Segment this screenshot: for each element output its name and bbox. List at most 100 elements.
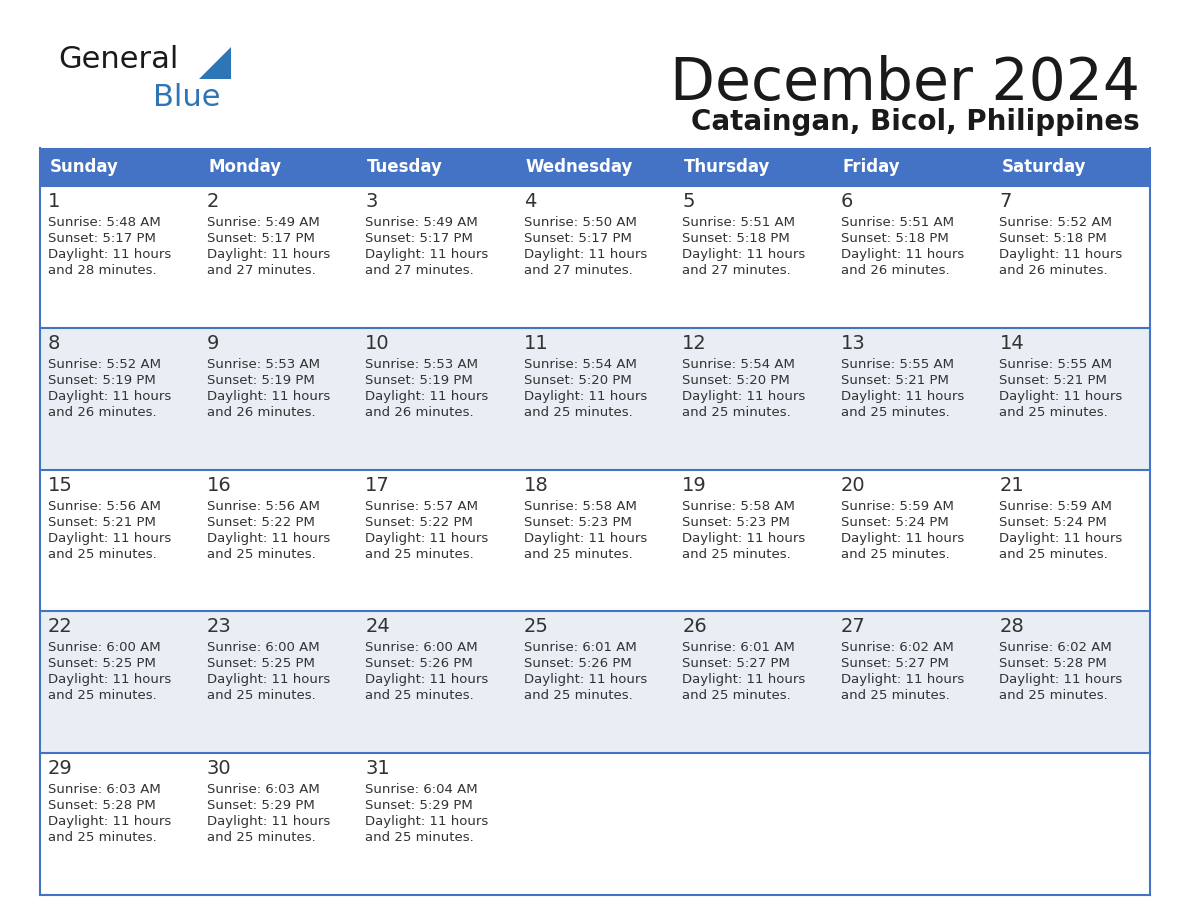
Text: 21: 21 [999, 476, 1024, 495]
Text: and 27 minutes.: and 27 minutes. [207, 264, 315, 277]
Text: Monday: Monday [209, 158, 282, 176]
Text: Sunset: 5:21 PM: Sunset: 5:21 PM [841, 374, 949, 386]
Bar [198, 611, 358, 753]
Bar [675, 186, 833, 328]
Bar [992, 470, 1150, 611]
Text: 25: 25 [524, 618, 549, 636]
Bar [833, 611, 992, 753]
Text: 19: 19 [682, 476, 707, 495]
Text: Daylight: 11 hours: Daylight: 11 hours [365, 532, 488, 544]
Text: Sunrise: 5:55 AM: Sunrise: 5:55 AM [841, 358, 954, 371]
Text: Sunrise: 5:54 AM: Sunrise: 5:54 AM [524, 358, 637, 371]
Text: Sunset: 5:21 PM: Sunset: 5:21 PM [999, 374, 1107, 386]
Text: Sunrise: 6:01 AM: Sunrise: 6:01 AM [682, 642, 795, 655]
Text: Daylight: 11 hours: Daylight: 11 hours [365, 674, 488, 687]
Bar [198, 753, 358, 895]
Text: 29: 29 [48, 759, 72, 778]
Text: Daylight: 11 hours: Daylight: 11 hours [999, 674, 1123, 687]
Text: Sunset: 5:20 PM: Sunset: 5:20 PM [524, 374, 632, 386]
Text: 18: 18 [524, 476, 549, 495]
Bar [516, 611, 675, 753]
Text: Sunrise: 5:56 AM: Sunrise: 5:56 AM [48, 499, 160, 512]
Bar [992, 753, 1150, 895]
Bar [833, 186, 992, 328]
Bar [40, 470, 198, 611]
Text: and 25 minutes.: and 25 minutes. [999, 548, 1108, 561]
Text: Sunset: 5:24 PM: Sunset: 5:24 PM [841, 516, 948, 529]
Text: Daylight: 11 hours: Daylight: 11 hours [999, 390, 1123, 403]
Text: 3: 3 [365, 192, 378, 211]
Text: 17: 17 [365, 476, 390, 495]
Text: Daylight: 11 hours: Daylight: 11 hours [524, 390, 647, 403]
Bar [40, 186, 198, 328]
Bar [992, 186, 1150, 328]
Text: Sunrise: 5:53 AM: Sunrise: 5:53 AM [207, 358, 320, 371]
Text: Sunset: 5:23 PM: Sunset: 5:23 PM [682, 516, 790, 529]
Text: Sunset: 5:18 PM: Sunset: 5:18 PM [841, 232, 948, 245]
Text: Sunrise: 5:50 AM: Sunrise: 5:50 AM [524, 216, 637, 229]
Text: Sunrise: 6:01 AM: Sunrise: 6:01 AM [524, 642, 637, 655]
Text: Sunrise: 5:54 AM: Sunrise: 5:54 AM [682, 358, 795, 371]
Text: Thursday: Thursday [684, 158, 771, 176]
Bar [833, 753, 992, 895]
Text: 8: 8 [48, 334, 61, 353]
Text: Sunset: 5:27 PM: Sunset: 5:27 PM [841, 657, 949, 670]
Text: Daylight: 11 hours: Daylight: 11 hours [682, 532, 805, 544]
Text: and 25 minutes.: and 25 minutes. [48, 689, 157, 702]
Bar [516, 328, 675, 470]
Text: and 25 minutes.: and 25 minutes. [841, 548, 949, 561]
Text: 10: 10 [365, 334, 390, 353]
Text: Daylight: 11 hours: Daylight: 11 hours [841, 532, 965, 544]
Text: Sunset: 5:26 PM: Sunset: 5:26 PM [365, 657, 473, 670]
Bar [516, 753, 675, 895]
Text: and 25 minutes.: and 25 minutes. [524, 548, 632, 561]
Text: Daylight: 11 hours: Daylight: 11 hours [682, 390, 805, 403]
Text: General: General [58, 45, 178, 74]
Text: Sunset: 5:17 PM: Sunset: 5:17 PM [207, 232, 315, 245]
Text: and 28 minutes.: and 28 minutes. [48, 264, 157, 277]
Text: Sunset: 5:19 PM: Sunset: 5:19 PM [48, 374, 156, 386]
Text: Sunrise: 6:00 AM: Sunrise: 6:00 AM [48, 642, 160, 655]
Text: and 27 minutes.: and 27 minutes. [682, 264, 791, 277]
Text: Sunset: 5:23 PM: Sunset: 5:23 PM [524, 516, 632, 529]
Text: Cataingan, Bicol, Philippines: Cataingan, Bicol, Philippines [691, 108, 1140, 136]
Text: Daylight: 11 hours: Daylight: 11 hours [48, 390, 171, 403]
Text: 7: 7 [999, 192, 1012, 211]
Text: and 25 minutes.: and 25 minutes. [365, 831, 474, 845]
Text: Sunset: 5:18 PM: Sunset: 5:18 PM [682, 232, 790, 245]
Text: and 25 minutes.: and 25 minutes. [682, 689, 791, 702]
Text: and 25 minutes.: and 25 minutes. [999, 689, 1108, 702]
Text: and 27 minutes.: and 27 minutes. [524, 264, 632, 277]
Text: 1: 1 [48, 192, 61, 211]
Text: Wednesday: Wednesday [526, 158, 633, 176]
Text: and 26 minutes.: and 26 minutes. [365, 406, 474, 419]
Text: Daylight: 11 hours: Daylight: 11 hours [841, 674, 965, 687]
Bar [40, 753, 198, 895]
Text: 11: 11 [524, 334, 549, 353]
Text: Daylight: 11 hours: Daylight: 11 hours [999, 532, 1123, 544]
Text: Sunrise: 5:57 AM: Sunrise: 5:57 AM [365, 499, 478, 512]
Text: Daylight: 11 hours: Daylight: 11 hours [207, 390, 330, 403]
Text: Daylight: 11 hours: Daylight: 11 hours [365, 815, 488, 828]
Text: Sunrise: 5:48 AM: Sunrise: 5:48 AM [48, 216, 160, 229]
Bar [358, 148, 516, 186]
Text: Sunset: 5:20 PM: Sunset: 5:20 PM [682, 374, 790, 386]
Text: Blue: Blue [153, 83, 221, 112]
Text: Sunset: 5:26 PM: Sunset: 5:26 PM [524, 657, 632, 670]
Bar [992, 148, 1150, 186]
Text: Sunset: 5:28 PM: Sunset: 5:28 PM [999, 657, 1107, 670]
Text: 24: 24 [365, 618, 390, 636]
Text: 28: 28 [999, 618, 1024, 636]
Text: Sunset: 5:25 PM: Sunset: 5:25 PM [48, 657, 156, 670]
Text: Sunset: 5:17 PM: Sunset: 5:17 PM [48, 232, 156, 245]
Text: Sunrise: 5:53 AM: Sunrise: 5:53 AM [365, 358, 478, 371]
Text: Sunrise: 5:51 AM: Sunrise: 5:51 AM [841, 216, 954, 229]
Bar [358, 470, 516, 611]
Text: Daylight: 11 hours: Daylight: 11 hours [365, 248, 488, 261]
Text: and 26 minutes.: and 26 minutes. [48, 406, 157, 419]
Text: Sunrise: 6:00 AM: Sunrise: 6:00 AM [365, 642, 478, 655]
Text: 23: 23 [207, 618, 232, 636]
Text: Daylight: 11 hours: Daylight: 11 hours [207, 532, 330, 544]
Bar [358, 186, 516, 328]
Text: Sunrise: 5:59 AM: Sunrise: 5:59 AM [841, 499, 954, 512]
